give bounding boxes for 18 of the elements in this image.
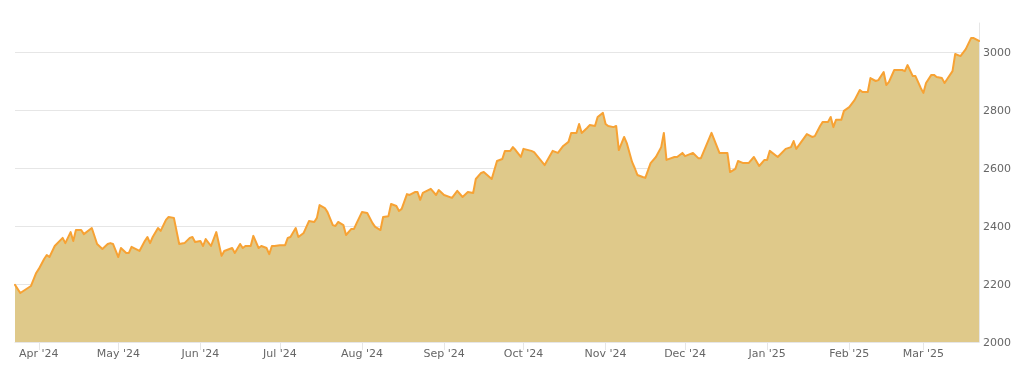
x-tick-label: Apr '24 (19, 347, 59, 360)
x-tick-label: Nov '24 (584, 347, 627, 360)
y-tick-label: 2800 (983, 103, 1011, 117)
x-tick-label: May '24 (96, 347, 140, 360)
x-tick-label: Aug '24 (340, 347, 383, 360)
y-tick-label: 2400 (983, 219, 1011, 233)
x-tick-label: Feb '25 (829, 347, 870, 360)
x-tick-label: Oct '24 (503, 347, 544, 360)
y-tick-label: 2600 (983, 161, 1011, 175)
x-tick-label: Sep '24 (423, 347, 465, 360)
x-tick-label: Jan '25 (747, 347, 786, 360)
y-tick-label: 2000 (983, 335, 1011, 349)
x-tick-label: Dec '24 (664, 347, 706, 360)
y-tick-label: 2200 (983, 277, 1011, 291)
x-tick-label: Jul '24 (261, 347, 297, 360)
x-tick-label: Jun '24 (180, 347, 220, 360)
x-tick-label: Mar '25 (902, 347, 945, 360)
y-tick-label: 3000 (983, 45, 1011, 59)
